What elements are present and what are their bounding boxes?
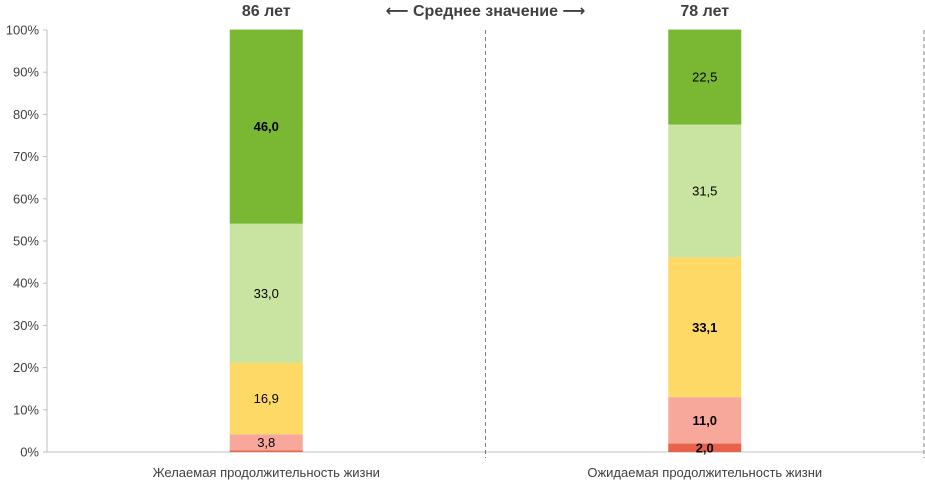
y-axis: 0% 10% 20% 30% 40% 50% 60% 70% 80% 90% 100% xyxy=(6,23,924,460)
bar-segment xyxy=(668,397,742,444)
y-tick-label: 0% xyxy=(20,445,39,460)
category-label: Желаемая продолжительность жизни xyxy=(153,465,380,480)
mean-label: 86 лет xyxy=(242,3,291,20)
bar-segment xyxy=(668,124,742,258)
y-tick-label: 50% xyxy=(13,234,39,249)
bar-segment xyxy=(229,450,303,452)
segment-label: 11,0 xyxy=(692,413,717,428)
segment-label: 16,9 xyxy=(254,391,279,406)
y-tick-label: 40% xyxy=(13,276,39,291)
bars xyxy=(229,29,742,452)
segment-label: 22,5 xyxy=(692,70,717,85)
y-tick-label: 70% xyxy=(13,149,39,164)
bar-segment xyxy=(229,434,303,451)
y-tick-label: 100% xyxy=(6,23,40,38)
y-tick-label: 30% xyxy=(13,318,39,333)
bar-segment xyxy=(229,29,303,224)
segment-label: 31,5 xyxy=(692,183,717,198)
y-tick-label: 10% xyxy=(13,402,39,417)
segment-label: 33,0 xyxy=(254,286,279,301)
bar-segment xyxy=(668,257,742,398)
y-tick-label: 60% xyxy=(13,191,39,206)
bar-segment xyxy=(229,362,303,435)
mean-headers: 86 лет 78 лет ⟵ Среднее значение ⟶ xyxy=(242,3,729,20)
y-tick-label: 80% xyxy=(13,107,39,122)
bar-segment xyxy=(668,29,742,125)
bar-segment xyxy=(668,443,742,452)
category-label: Ожидаемая продолжительность жизни xyxy=(587,465,822,480)
y-tick-label: 20% xyxy=(13,360,39,375)
mean-label: 78 лет xyxy=(680,3,729,20)
mean-note: ⟵ Среднее значение ⟶ xyxy=(386,3,586,20)
segment-labels: 3,8 16,9 33,0 46,0 2,0 11,0 33,1 31,5 22,5 xyxy=(254,70,718,456)
category-labels: Желаемая продолжительность жизни Ожидаема… xyxy=(153,465,823,480)
category-separators xyxy=(485,30,925,458)
segment-label: 2,0 xyxy=(696,440,714,455)
y-tick-label: 90% xyxy=(13,65,39,80)
segment-label: 3,8 xyxy=(257,435,275,450)
bar-segment xyxy=(229,223,303,363)
segment-label: 33,1 xyxy=(692,320,717,335)
segment-label: 46,0 xyxy=(254,119,279,134)
